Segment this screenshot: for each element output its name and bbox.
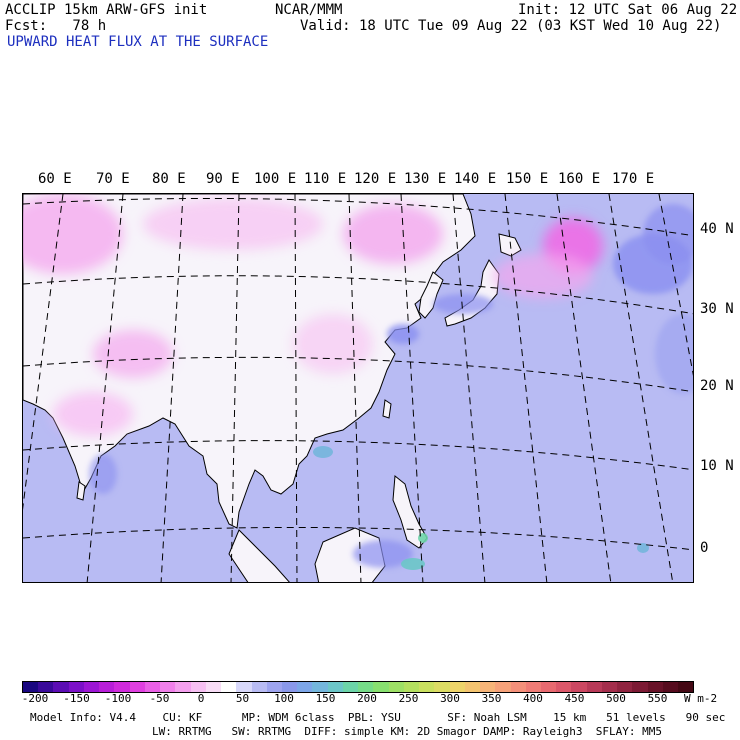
colorbar-swatch (251, 682, 267, 692)
colorbar-swatch (571, 682, 587, 692)
lon-label-160e: 160 E (558, 171, 601, 187)
colorbar-tick-label: -100 (104, 692, 132, 705)
lon-label-100e: 100 E (254, 171, 297, 187)
lon-label-60e: 60 E (38, 171, 72, 187)
colorbar-swatch (160, 682, 176, 692)
colorbar-swatch (586, 682, 602, 692)
colorbar-swatch (342, 682, 359, 692)
field-title: UPWARD HEAT FLUX AT THE SURFACE (7, 34, 269, 50)
colorbar-swatch (480, 682, 496, 692)
colorbar-tick-label: -50 (149, 692, 170, 705)
colorbar-swatch (495, 682, 511, 692)
colorbar-tick-label: 200 (357, 692, 377, 705)
taiwan-landmass (382, 399, 392, 419)
colorbar-swatch (540, 682, 557, 692)
lat-label-40n: 40 N (700, 221, 734, 237)
warm-flux-spots (313, 446, 649, 570)
colorbar-tick-label: 350 (481, 692, 502, 705)
lon-label-140e: 140 E (454, 171, 497, 187)
lon-label-170e: 170 E (612, 171, 655, 187)
model-title: ACCLIP 15km ARW-GFS init (5, 2, 208, 18)
positive-flux-areas (23, 194, 603, 436)
colorbar-swatch (632, 682, 648, 692)
colorbar-swatch (281, 682, 298, 692)
map-canvas (23, 194, 693, 582)
colorbar-swatch (205, 682, 222, 692)
colorbar-swatch (190, 682, 206, 692)
colorbar-tick-label: 550 (647, 692, 668, 705)
colorbar-swatch (83, 682, 100, 692)
colorbar-swatch (53, 682, 69, 692)
init-time: Init: 12 UTC Sat 06 Aug 22 (518, 2, 738, 18)
colorbar-tick-label: -150 (63, 692, 90, 705)
latitude-lines (23, 197, 693, 551)
colorbar-swatch (114, 682, 130, 692)
forecast-hour: Fcst: 78 h (5, 18, 107, 34)
colorbar-swatch (373, 682, 389, 692)
heat-flux-map (22, 193, 694, 583)
colorbar-tick-label: 150 (315, 692, 336, 705)
sri-lanka-landmass (76, 481, 86, 501)
lat-label-10n: 10 N (700, 458, 734, 474)
colorbar-swatch (23, 682, 39, 692)
colorbar-swatch (327, 682, 343, 692)
colorbar-tick-label: 400 (523, 692, 543, 705)
colorbar-swatch (221, 682, 237, 692)
colorbar-tick-label: 50 (235, 692, 250, 705)
lat-label-30n: 30 N (700, 301, 734, 317)
lon-label-120e: 120 E (354, 171, 397, 187)
colorbar-swatch (662, 682, 679, 692)
lon-label-150e: 150 E (506, 171, 549, 187)
lon-label-70e: 70 E (96, 171, 130, 187)
colorbar-swatch (601, 682, 618, 692)
colorbar-swatch (144, 682, 161, 692)
organization-label: NCAR/MMM (275, 2, 343, 18)
colorbar (22, 681, 694, 693)
colorbar-swatch (99, 682, 115, 692)
colorbar-swatch (403, 682, 420, 692)
colorbar-tick-label: 450 (564, 692, 585, 705)
colorbar-swatch (678, 682, 694, 692)
colorbar-swatch (647, 682, 663, 692)
lon-label-110e: 110 E (304, 171, 347, 187)
lat-label-20n: 20 N (700, 378, 734, 394)
colorbar-swatch (236, 682, 252, 692)
longitude-lines (23, 194, 693, 582)
colorbar-swatch (434, 682, 450, 692)
borneo-landmass (314, 527, 386, 582)
negative-flux-areas (89, 204, 693, 568)
lon-label-90e: 90 E (206, 171, 240, 187)
colorbar-units: W m-2 (684, 692, 718, 705)
colorbar-tick-label: -200 (21, 692, 49, 705)
colorbar-tick-label: 500 (606, 692, 626, 705)
colorbar-swatch (68, 682, 84, 692)
colorbar-swatch (525, 682, 541, 692)
colorbar-swatch (38, 682, 54, 692)
colorbar-swatch (297, 682, 313, 692)
model-info-line1: Model Info: V4.4 CU: KF MP: WDM 6class P… (30, 711, 726, 724)
colorbar-swatch (464, 682, 481, 692)
colorbar-swatch (449, 682, 465, 692)
colorbar-tick-label: 100 (274, 692, 294, 705)
lat-label-0: 0 (700, 540, 709, 556)
model-info-line2: LW: RRTMG SW: RRTMG DIFF: simple KM: 2D … (152, 725, 662, 738)
colorbar-swatch (556, 682, 572, 692)
colorbar-swatch (129, 682, 145, 692)
valid-time: Valid: 18 UTC Tue 09 Aug 22 (03 KST Wed … (300, 18, 722, 34)
colorbar-tick-label: 250 (398, 692, 419, 705)
lon-label-130e: 130 E (404, 171, 447, 187)
colorbar-tick-label: 0 (197, 692, 205, 705)
lon-label-80e: 80 E (152, 171, 186, 187)
japan-landmass (444, 259, 500, 327)
colorbar-swatch (419, 682, 435, 692)
colorbar-swatch (358, 682, 374, 692)
colorbar-swatch (175, 682, 191, 692)
malay-landmass (228, 529, 290, 582)
colorbar-swatch (617, 682, 633, 692)
colorbar-swatch (510, 682, 526, 692)
colorbar-swatch (388, 682, 404, 692)
colorbar-swatch (266, 682, 282, 692)
colorbar-tick-label: 300 (440, 692, 460, 705)
colorbar-swatch (312, 682, 328, 692)
